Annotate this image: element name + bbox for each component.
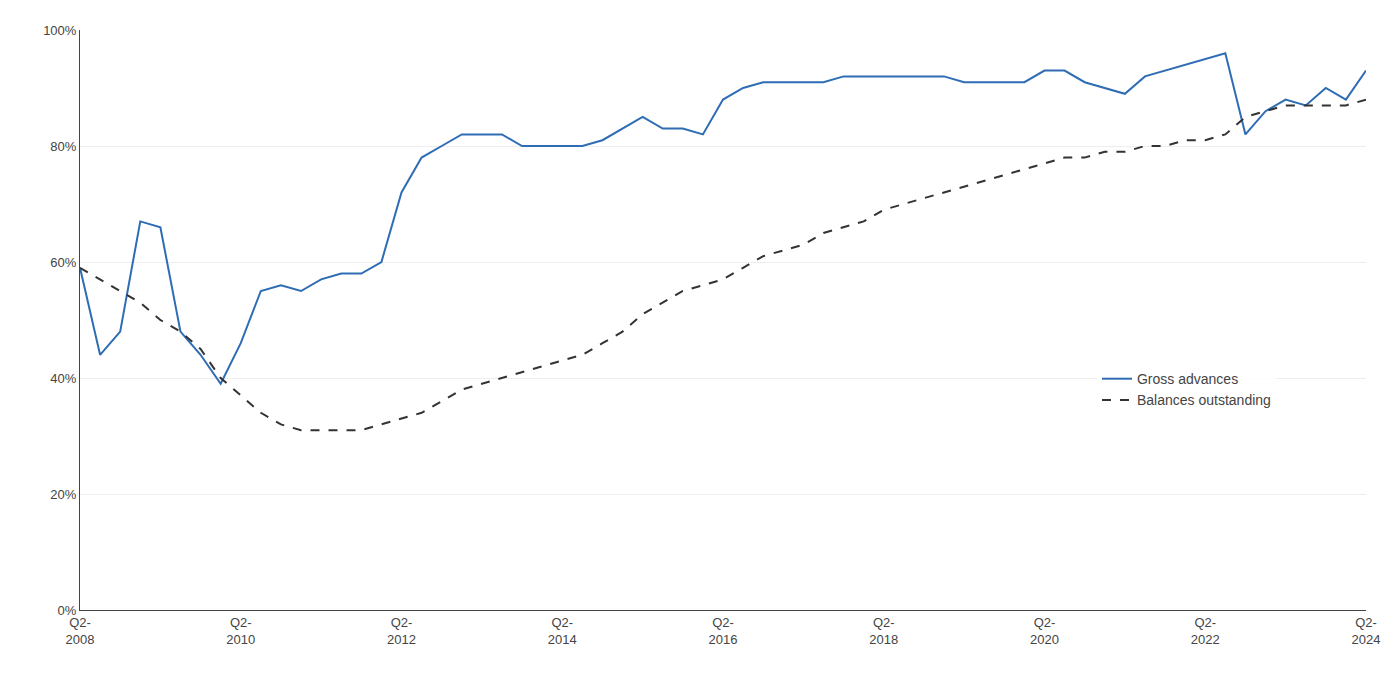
svg-text:Balances outstanding: Balances outstanding <box>1137 392 1271 408</box>
svg-text:Q2-2024: Q2-2024 <box>1352 615 1381 647</box>
svg-text:Q2-2018: Q2-2018 <box>869 615 898 647</box>
svg-text:Q2-2008: Q2-2008 <box>66 615 95 647</box>
svg-text:60%: 60% <box>50 255 76 270</box>
svg-text:20%: 20% <box>50 487 76 502</box>
svg-text:80%: 80% <box>50 139 76 154</box>
svg-text:100%: 100% <box>43 23 77 38</box>
svg-text:Q2-2016: Q2-2016 <box>709 615 738 647</box>
svg-text:0%: 0% <box>58 603 77 618</box>
svg-text:Q2-2010: Q2-2010 <box>226 615 255 647</box>
svg-text:Q2-2014: Q2-2014 <box>548 615 577 647</box>
svg-text:40%: 40% <box>50 371 76 386</box>
svg-text:Gross advances: Gross advances <box>1137 371 1238 387</box>
svg-text:Q2-2012: Q2-2012 <box>387 615 416 647</box>
svg-text:Q2-2022: Q2-2022 <box>1191 615 1220 647</box>
svg-text:Q2-2020: Q2-2020 <box>1030 615 1059 647</box>
